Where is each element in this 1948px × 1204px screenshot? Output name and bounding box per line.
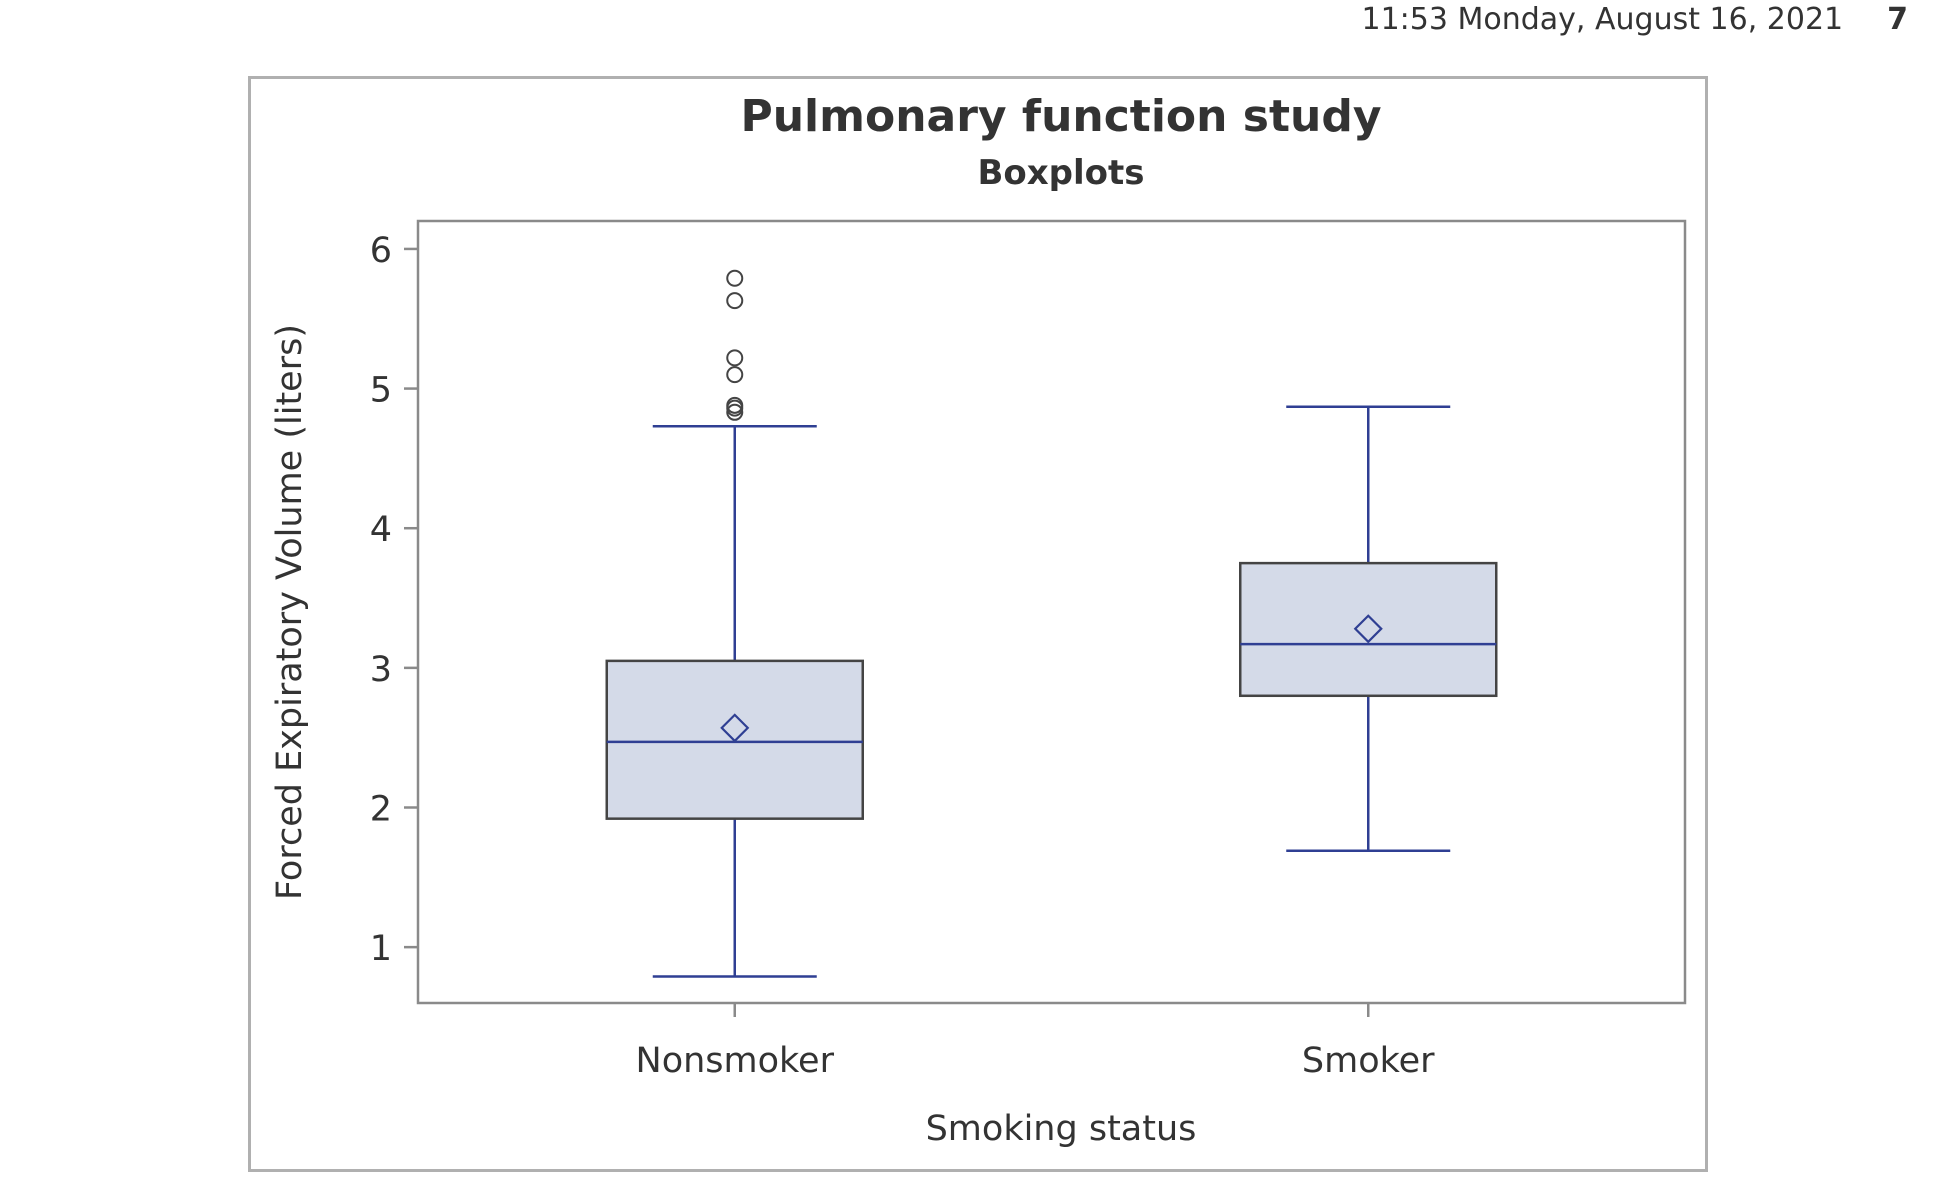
chart-frame: Pulmonary function study Boxplots 1 2 3 4 5 6… [248,76,1708,1172]
y-tick-label: 3 [370,650,392,690]
boxplot-chart: Pulmonary function study Boxplots 1 2 3 4 5 6… [270,91,1687,1149]
y-axis-label: Forced Expiratory Volume (liters) [270,324,310,900]
page-number: 7 [1887,2,1908,37]
plot-area: 1 2 3 4 5 6 Nonsmoker Smoker [370,219,1687,1081]
outlier-point [726,396,744,414]
box-group-nonsmoker [605,269,864,978]
y-tick-label: 5 [370,371,392,411]
iqr-box [1239,561,1498,698]
outlier-point [726,269,744,287]
outlier-point [726,366,744,384]
x-tick-label: Nonsmoker [636,1041,835,1081]
chart-subtitle: Boxplots [977,153,1144,193]
x-tick-label: Smoker [1302,1041,1435,1081]
timestamp: 11:53 Monday, August 16, 2021 [1361,2,1844,37]
y-tick-label: 6 [370,231,392,271]
chart-title: Pulmonary function study [740,91,1381,142]
y-tick-label: 4 [370,510,392,550]
outlier-point [726,292,744,310]
y-tick-label: 2 [370,790,392,830]
y-tick-label: 1 [370,929,392,969]
x-axis-label: Smoking status [926,1109,1197,1149]
mean-marker [720,713,750,743]
page-header: 11:53 Monday, August 16, 2021 7 [1362,2,1909,37]
outlier-point [726,403,744,421]
outlier-point [726,349,744,367]
box-group-smoker [1239,405,1498,853]
mean-marker [1353,614,1383,644]
